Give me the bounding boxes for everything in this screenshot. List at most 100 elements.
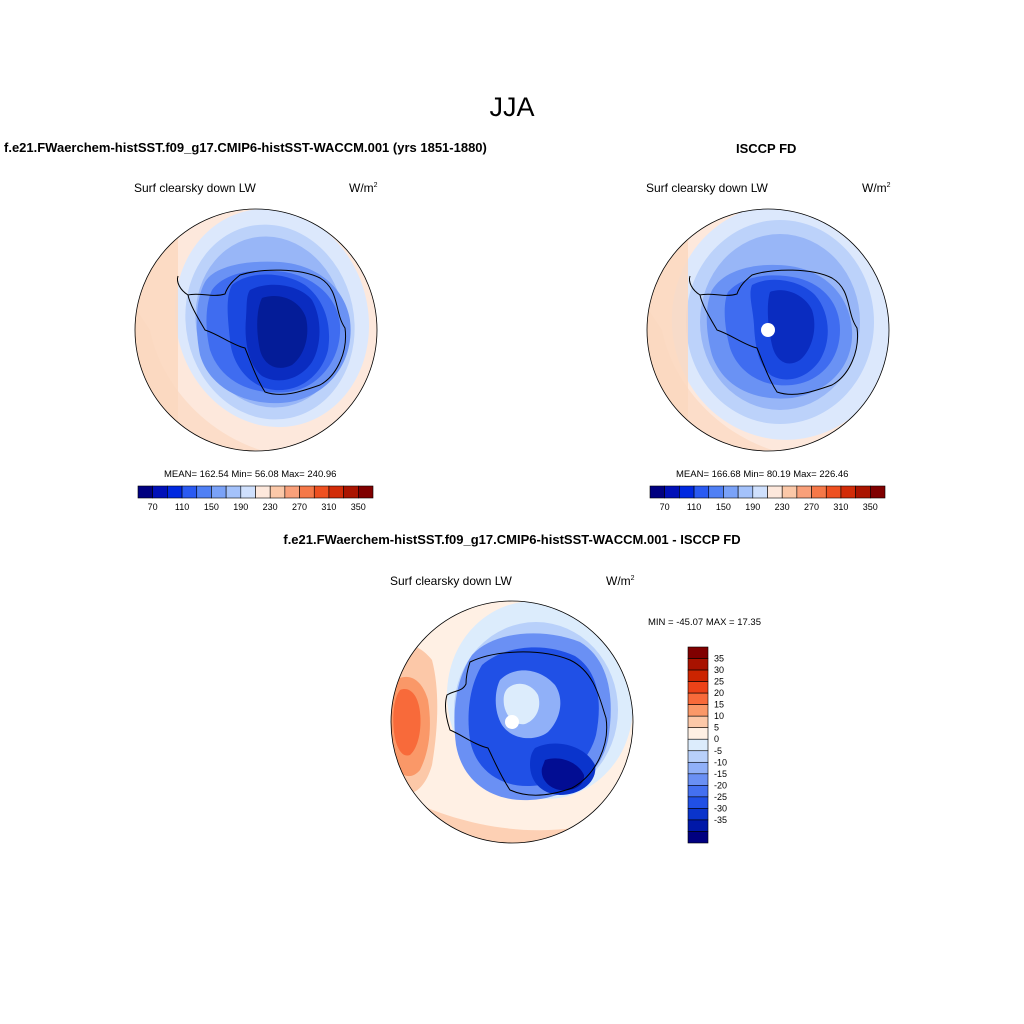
diff-colorbar-swatch: [687, 750, 709, 763]
season-title: JJA: [489, 92, 535, 122]
model-colorbar-swatch: [181, 485, 198, 499]
diff-colorbar-swatch: [687, 646, 709, 659]
obs-colorbar-swatch: [649, 485, 665, 499]
obs-units-label: W/m2: [862, 181, 891, 195]
model-colorbar-tick-label: 310: [321, 502, 336, 512]
diff-colorbar-swatch: [687, 658, 709, 671]
obs-colorbar-swatch: [781, 485, 798, 499]
diff-colorbar-swatch: [687, 796, 709, 809]
obs-variable-label: Surf clearsky down LW: [646, 181, 768, 195]
diff-colorbar-tick-label: 5: [714, 723, 719, 733]
model-colorbar-tick-label: 70: [148, 502, 158, 512]
model-colorbar-swatch: [167, 485, 183, 499]
diff-colorbar-swatch: [687, 761, 709, 775]
obs-colorbar-swatch: [679, 485, 695, 499]
obs-colorbar-tick-label: 150: [716, 502, 731, 512]
obs-colorbar-swatch: [723, 485, 739, 499]
diff-colorbar-tick-label: 0: [714, 734, 719, 744]
diff-colorbar-swatch: [687, 704, 709, 717]
diff-colorbar-swatch: [687, 819, 709, 832]
diff-colorbar-swatch: [687, 773, 709, 786]
model-colorbar-swatch: [299, 485, 315, 499]
model-colorbar-swatch: [328, 485, 344, 499]
obs-colorbar-tick-label: 110: [687, 502, 701, 512]
diff-colorbar-swatch: [687, 715, 709, 729]
diff-polar-map: [390, 600, 634, 844]
model-colorbar-tick-label: 150: [204, 502, 219, 512]
diff-colorbar-tick-label: -30: [714, 803, 727, 813]
diff-colorbar-tick-label: -20: [714, 780, 727, 790]
model-colorbar-tick-label: 270: [292, 502, 307, 512]
model-colorbar-swatch: [358, 485, 374, 499]
obs-colorbar-swatch: [664, 485, 680, 499]
model-colorbar-swatch: [225, 485, 242, 499]
diff-colorbar-tick-label: -25: [714, 792, 727, 802]
diff-variable-label: Surf clearsky down LW: [390, 574, 512, 588]
model-colorbar-tick-label: 190: [233, 502, 248, 512]
model-colorbar-swatch: [269, 485, 286, 499]
model-colorbar-swatch: [240, 485, 256, 499]
model-colorbar-tick-label: 110: [175, 502, 189, 512]
diff-colorbar-tick-label: 30: [714, 665, 724, 675]
diff-colorbar-tick-label: 25: [714, 677, 724, 687]
obs-colorbar-tick-label: 70: [660, 502, 670, 512]
model-polar-map: [134, 208, 378, 452]
model-variable-label: Surf clearsky down LW: [134, 181, 256, 195]
obs-colorbar-swatch: [870, 485, 886, 499]
obs-colorbar-swatch: [840, 485, 856, 499]
diff-units-label: W/m2: [606, 574, 635, 588]
diff-colorbar-tick-label: 20: [714, 688, 724, 698]
diff-colorbar-tick-label: 15: [714, 700, 724, 710]
obs-colorbar-swatch: [855, 485, 871, 499]
diff-colorbar-swatch: [687, 831, 709, 844]
obs-colorbar-tick-label: 310: [833, 502, 848, 512]
obs-colorbar-swatch: [825, 485, 842, 499]
diff-colorbar-tick-label: -15: [714, 769, 727, 779]
obs-panel-title: ISCCP FD: [736, 141, 797, 156]
diff-colorbar-swatch: [687, 669, 709, 682]
obs-colorbar-swatch: [752, 485, 768, 499]
obs-colorbar-tick-label: 350: [863, 502, 878, 512]
obs-polar-map: [646, 208, 890, 452]
model-stats: MEAN= 162.54 Min= 56.08 Max= 240.96: [164, 469, 337, 480]
diff-stats: MIN = -45.07 MAX = 17.35: [648, 617, 762, 628]
obs-colorbar-tick-label: 230: [775, 502, 790, 512]
diff-colorbar-tick-label: 35: [714, 654, 724, 664]
model-colorbar-swatch: [284, 485, 300, 499]
model-colorbar-swatch: [313, 485, 330, 499]
model-colorbar-tick-label: 350: [351, 502, 366, 512]
diff-colorbar-swatch: [687, 738, 709, 752]
obs-colorbar-swatch: [737, 485, 754, 499]
model-colorbar-swatch: [152, 485, 168, 499]
obs-colorbar-tick-label: 270: [804, 502, 819, 512]
diff-colorbar-swatch: [687, 785, 709, 798]
obs-colorbar-swatch: [796, 485, 812, 499]
model-colorbar: 70 110 150 190 230 270 310 350: [137, 485, 374, 512]
obs-colorbar: 70 110 150 190 230 270 310 350: [649, 485, 886, 512]
diff-colorbar-tick-label: -5: [714, 746, 722, 756]
diff-colorbar-swatch: [687, 808, 709, 821]
model-colorbar-swatch: [343, 485, 359, 499]
model-units-label: W/m2: [349, 181, 378, 195]
diff-colorbar-tick-label: -10: [714, 757, 727, 767]
obs-colorbar-swatch: [767, 485, 783, 499]
diff-colorbar-swatch: [687, 692, 709, 705]
model-colorbar-swatch: [137, 485, 153, 499]
model-colorbar-swatch: [255, 485, 271, 499]
obs-colorbar-swatch: [693, 485, 710, 499]
obs-colorbar-swatch: [811, 485, 827, 499]
diff-colorbar-swatch: [687, 681, 709, 694]
model-colorbar-swatch: [196, 485, 212, 499]
model-panel-title: f.e21.FWaerchem-histSST.f09_g17.CMIP6-hi…: [4, 140, 487, 155]
model-colorbar-swatch: [211, 485, 227, 499]
diff-colorbar-swatch: [687, 727, 709, 740]
model-colorbar-tick-label: 230: [263, 502, 278, 512]
diff-panel-title: f.e21.FWaerchem-histSST.f09_g17.CMIP6-hi…: [283, 532, 741, 547]
diff-colorbar-tick-label: -35: [714, 815, 727, 825]
obs-colorbar-tick-label: 190: [745, 502, 760, 512]
obs-stats: MEAN= 166.68 Min= 80.19 Max= 226.46: [676, 469, 849, 480]
diff-colorbar-tick-label: 10: [714, 711, 724, 721]
obs-colorbar-swatch: [708, 485, 724, 499]
